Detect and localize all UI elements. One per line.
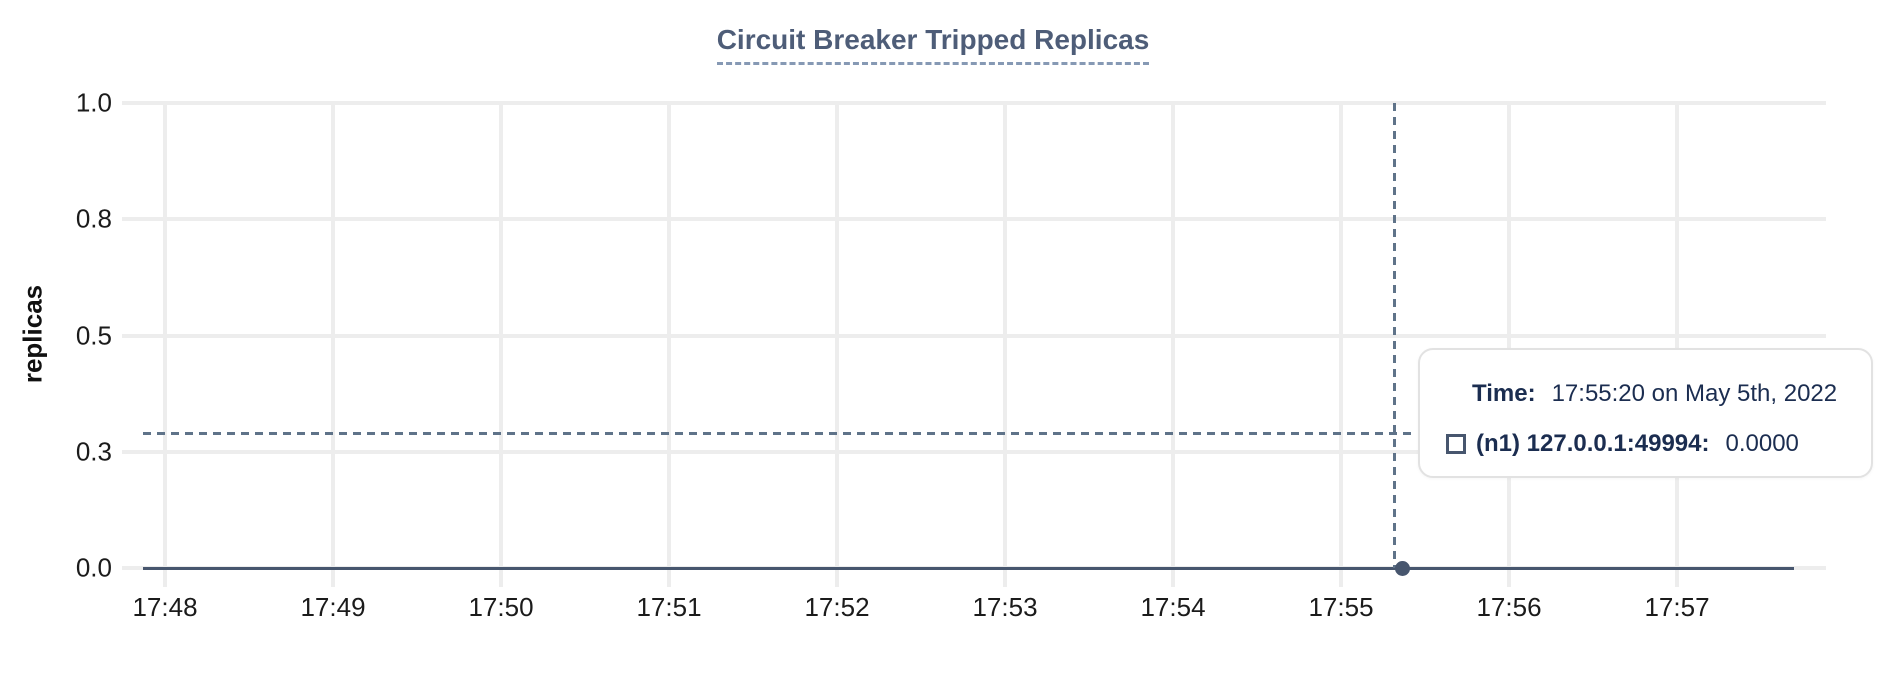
crosshair-vertical-line [1392, 103, 1396, 568]
y-gridline [122, 449, 1826, 454]
y-tick-label: 0.8 [75, 203, 112, 234]
x-tick-label: 17:55 [1308, 592, 1374, 622]
series-label: (n1) 127.0.0.1:49994: [1476, 430, 1710, 457]
x-tick-label: 17:57 [1644, 592, 1710, 622]
y-gridline [122, 333, 1826, 338]
legend-series-row[interactable]: (n1) 127.0.0.1:49994: 0.0000 [1446, 430, 1799, 458]
series-value: 0.0000 [1725, 430, 1799, 457]
tooltip-time-row: Time: 17:55:20 on May 5th, 2022 [1472, 380, 1837, 408]
x-gridline [163, 103, 167, 587]
chart-title[interactable]: Circuit Breaker Tripped Replicas [716, 24, 1150, 65]
cursor-tooltip: Time: 17:55:20 on May 5th, 2022 (n1) 127… [1418, 348, 1873, 478]
x-tick-label: 17:53 [972, 592, 1038, 622]
x-tick-label: 17:52 [804, 592, 870, 622]
data-point-dot [1394, 560, 1410, 576]
series-square-marker-icon [1446, 434, 1466, 454]
x-tick-label: 17:54 [1140, 592, 1206, 622]
y-gridline [122, 101, 1826, 105]
tooltip-time-label: Time: [1472, 380, 1536, 407]
y-tick-label: 0.5 [75, 320, 112, 350]
x-gridline [1171, 103, 1175, 587]
chart-header: Circuit Breaker Tripped Replicas [0, 24, 1866, 65]
x-gridline [1003, 103, 1007, 587]
tooltip-time-value: 17:55:20 on May 5th, 2022 [1551, 380, 1838, 407]
x-gridline [499, 103, 503, 587]
x-gridline [331, 103, 335, 587]
crosshair-horizontal-line [143, 431, 1413, 435]
x-gridline [1339, 103, 1343, 587]
y-tick-label: 0.0 [75, 552, 112, 583]
x-gridline [1675, 103, 1679, 587]
y-gridline [122, 217, 1826, 222]
y-tick-label: 0.3 [75, 436, 112, 467]
x-tick-label: 17:48 [132, 592, 198, 622]
x-tick-label: 17:56 [1476, 592, 1542, 622]
x-tick-label: 17:50 [468, 592, 534, 622]
series-line [143, 566, 1794, 570]
x-tick-label: 17:51 [636, 592, 702, 622]
x-gridline [835, 103, 839, 587]
x-tick-label: 17:49 [300, 592, 366, 622]
y-tick-label: 1.0 [75, 87, 112, 118]
x-gridline [1507, 103, 1511, 587]
x-gridline [667, 103, 671, 587]
